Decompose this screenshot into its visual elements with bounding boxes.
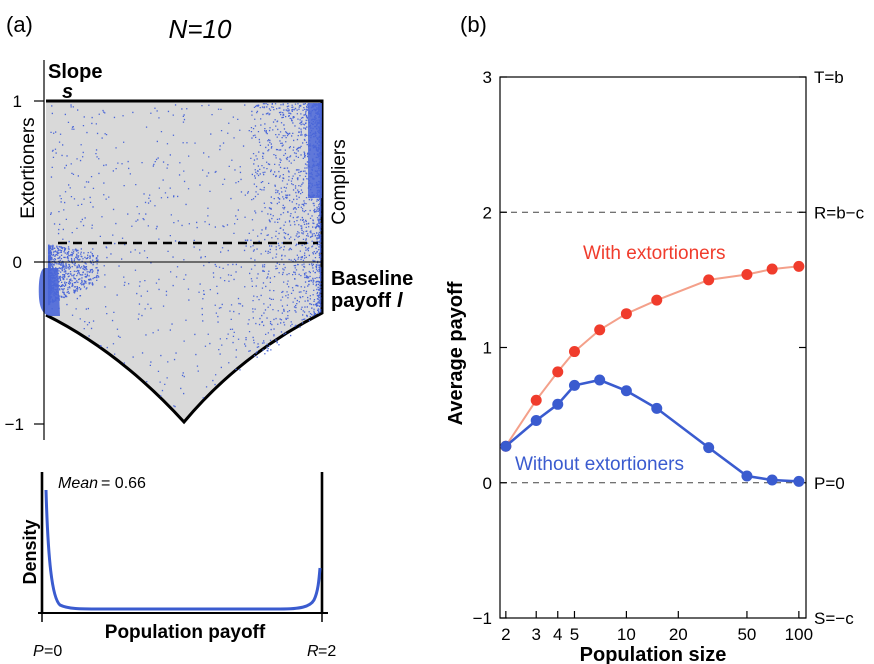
baseline-label: Baseline [331,268,413,290]
mean-label: Mean [58,475,98,492]
complier-cluster [308,103,322,198]
ytick-label: −1 [473,609,492,628]
density-curve [44,489,322,611]
right-label: S=−c [814,609,854,628]
density-right-tick-var: R [307,643,319,660]
series-point-1 [500,440,512,452]
series-point-1 [793,475,805,487]
series-label-without: Without extortioners [515,454,684,475]
series-point-0 [594,324,606,336]
ytick-label: 2 [483,203,492,222]
ytick-label-1: 1 [13,92,22,111]
xtick-label: 2 [501,625,510,644]
xtick-label: 4 [553,625,562,644]
series-point-1 [568,379,580,391]
right-label: P=0 [814,474,845,493]
series-point-0 [793,260,805,272]
ytick-label: 3 [483,68,492,87]
ytick-label-neg1: −1 [5,415,24,434]
series-point-0 [568,346,580,358]
xtick-label: 3 [531,625,540,644]
density-right-tick-val: =2 [318,643,336,660]
series-point-1 [552,398,564,410]
extortioner-cluster [38,268,60,316]
series-point-0 [620,308,632,320]
density-xlabel: Population payoff [105,622,266,643]
xtick-label: 5 [570,625,579,644]
series-point-1 [741,470,753,482]
region-outline [45,99,324,425]
series-point-0 [552,366,564,378]
series-point-0 [703,274,715,286]
series-point-1 [530,415,542,427]
density-ylabel: Density [20,519,40,584]
series-point-1 [703,442,715,454]
density-left-tick-var: P [33,643,44,660]
mean-value: = 0.66 [101,475,146,492]
y-axis-label: Average payoff [445,281,467,425]
xtick-label: 20 [669,625,688,644]
xtick-label: 50 [737,625,756,644]
series-line-0 [504,265,800,447]
right-label: T=b [814,68,844,87]
series-label-with: With extortioners [583,243,726,264]
right-label: R=b−c [814,203,865,222]
plot-frame [499,76,807,619]
series-point-0 [530,394,542,406]
compliers-label: Compliers [329,139,350,225]
baseline-symbol: l [397,290,403,312]
panel-a-label: (a) [6,12,33,37]
extortioners-label: Extortioners [18,117,39,218]
series-point-0 [651,294,663,306]
ytick-label: 0 [483,474,492,493]
series-point-1 [594,374,606,386]
slope-symbol: s [62,81,73,103]
series-point-1 [620,385,632,397]
slope-label: Slope [48,61,102,83]
x-axis-label: Population size [580,644,727,664]
xtick-label: 10 [617,625,636,644]
series-point-0 [741,268,753,280]
xtick-label: 100 [785,625,813,644]
series-point-0 [766,263,778,275]
series-point-1 [651,402,663,414]
ytick-label-0: 0 [13,253,22,272]
panel-a-title: N=10 [169,14,232,44]
panel-b-label: (b) [460,12,487,37]
density-left-tick-val: =0 [44,643,62,660]
baseline-label-payoff: payoff [331,290,391,312]
ytick-label: 1 [483,339,492,358]
series-point-1 [766,474,778,486]
